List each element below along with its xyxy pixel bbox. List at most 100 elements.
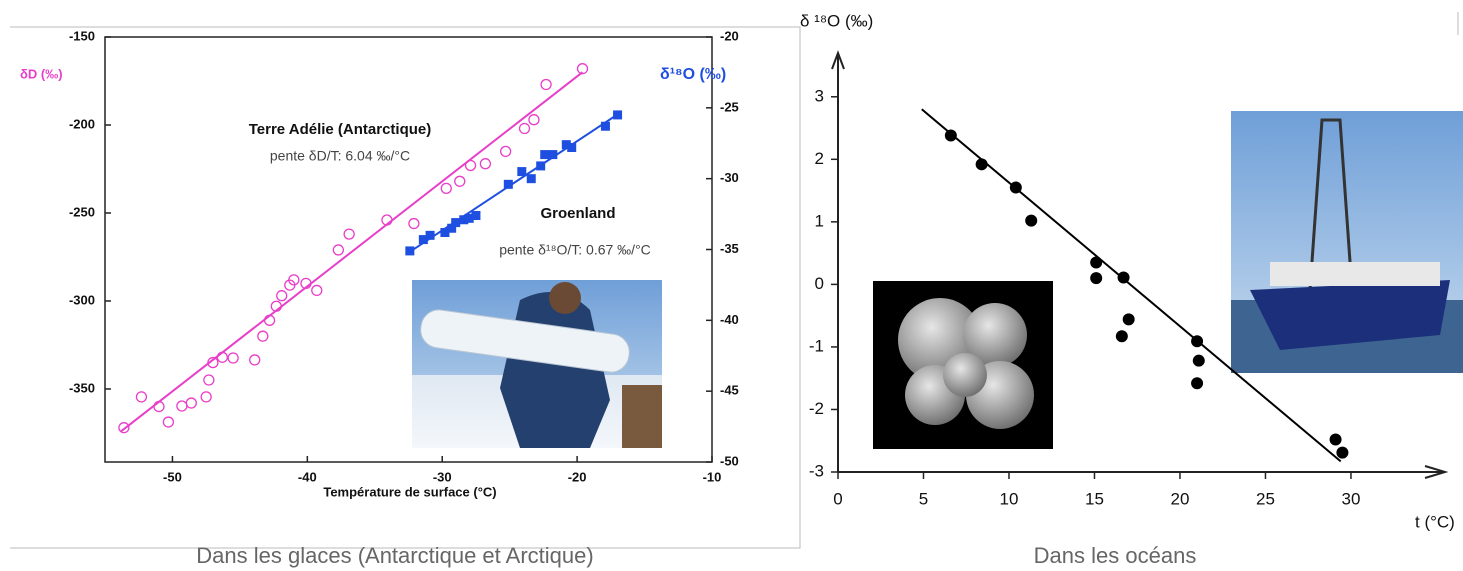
- foraminifera-photo: [873, 281, 1053, 449]
- y2-tick-label: -30: [720, 170, 739, 185]
- y-tick-label: -350: [69, 380, 95, 395]
- x-axis-label: t (°C): [1415, 512, 1455, 531]
- x-tick-label: 10: [1000, 489, 1019, 508]
- point: [343, 228, 355, 240]
- point: [1336, 446, 1349, 459]
- point: [408, 217, 420, 230]
- point: [216, 351, 229, 363]
- point: [332, 244, 345, 256]
- point: [1191, 377, 1204, 390]
- y-tick-label: 1: [815, 211, 824, 230]
- point: [1025, 214, 1038, 227]
- x-tick-label: 30: [1341, 489, 1360, 508]
- y2-axis-label: δ¹⁸O (‰): [660, 66, 726, 83]
- point: [454, 175, 466, 187]
- point: [567, 143, 577, 152]
- ship-photo: [1231, 111, 1463, 373]
- point: [288, 274, 300, 286]
- point: [249, 354, 261, 366]
- x-axis: [838, 465, 1449, 479]
- point: [311, 284, 323, 297]
- point: [517, 167, 527, 177]
- x-tick-label: 15: [1085, 489, 1104, 508]
- y-tick-label: -300: [69, 292, 95, 307]
- ice-core-photo: [412, 280, 662, 448]
- point: [464, 213, 474, 223]
- point: [1115, 330, 1128, 343]
- y2-tick-label: -40: [720, 312, 739, 327]
- point: [200, 391, 212, 403]
- point: [276, 290, 288, 302]
- fit-line: [921, 108, 1342, 463]
- point: [440, 182, 452, 194]
- point: [1192, 354, 1205, 367]
- point: [176, 400, 188, 412]
- point: [540, 78, 552, 91]
- x-tick-label: -10: [703, 469, 722, 484]
- point: [479, 158, 492, 170]
- point: [1329, 433, 1342, 446]
- point: [1122, 313, 1135, 326]
- point: [499, 145, 512, 158]
- annotation: Terre Adélie (Antarctique): [249, 121, 432, 138]
- x-tick-label: 25: [1256, 489, 1275, 508]
- point: [576, 63, 589, 75]
- point: [459, 215, 469, 225]
- x-tick-label: -40: [298, 469, 317, 484]
- point: [135, 391, 148, 403]
- point: [1090, 272, 1103, 285]
- y-axis: [831, 50, 845, 472]
- x-tick-label: 20: [1171, 489, 1190, 508]
- y-axis-label: δ ¹⁸O (‰): [800, 11, 873, 30]
- x-tick-label: -20: [568, 469, 587, 484]
- point: [185, 397, 197, 409]
- point: [227, 352, 239, 364]
- annotation: Groenland: [540, 205, 615, 222]
- caption: Dans les glaces (Antarctique et Arctique…: [196, 543, 593, 568]
- x-axis-label: Température de surface (°C): [323, 484, 496, 499]
- y-tick-label: 3: [815, 86, 824, 105]
- caption: Dans les océans: [1034, 543, 1197, 568]
- point: [561, 140, 571, 150]
- y-tick-label: 2: [815, 149, 824, 168]
- point: [440, 228, 450, 237]
- point: [548, 150, 558, 160]
- y-tick-label: -200: [69, 116, 95, 131]
- y-tick-label: 0: [815, 274, 824, 293]
- y2-tick-label: -25: [720, 99, 739, 114]
- y-tick-label: -2: [809, 399, 824, 418]
- point: [447, 223, 457, 233]
- y2-tick-label: -35: [720, 241, 739, 256]
- x-tick-label: 5: [919, 489, 928, 508]
- y-tick-label: -150: [69, 28, 95, 43]
- x-tick-label: -50: [163, 469, 182, 484]
- point: [526, 174, 536, 184]
- point: [425, 230, 435, 240]
- point: [503, 179, 513, 189]
- frame: [10, 26, 801, 549]
- point: [944, 129, 957, 142]
- annotation: pente δD/T: 6.04 ‰/°C: [270, 148, 410, 164]
- point: [418, 235, 428, 245]
- point: [257, 330, 269, 342]
- point: [471, 211, 481, 220]
- y2-tick-label: -20: [720, 28, 739, 43]
- x-tick-label: 0: [833, 489, 842, 508]
- point: [528, 114, 540, 126]
- y-axis-label: δD (‰): [20, 66, 63, 81]
- y2-tick-label: -50: [720, 453, 739, 468]
- point: [203, 374, 215, 386]
- fit-line: [120, 71, 584, 432]
- fit-line: [410, 112, 620, 252]
- point: [162, 416, 175, 428]
- point: [405, 246, 415, 256]
- x-tick-label: -30: [433, 469, 452, 484]
- y2-tick-label: -45: [720, 383, 739, 398]
- annotation: pente δ¹⁸O/T: 0.67 ‰/°C: [499, 242, 651, 258]
- y-tick-label: -250: [69, 204, 95, 219]
- point: [600, 121, 610, 131]
- y-tick-label: -1: [809, 336, 824, 355]
- y-tick-label: -3: [809, 461, 824, 480]
- point: [118, 422, 130, 434]
